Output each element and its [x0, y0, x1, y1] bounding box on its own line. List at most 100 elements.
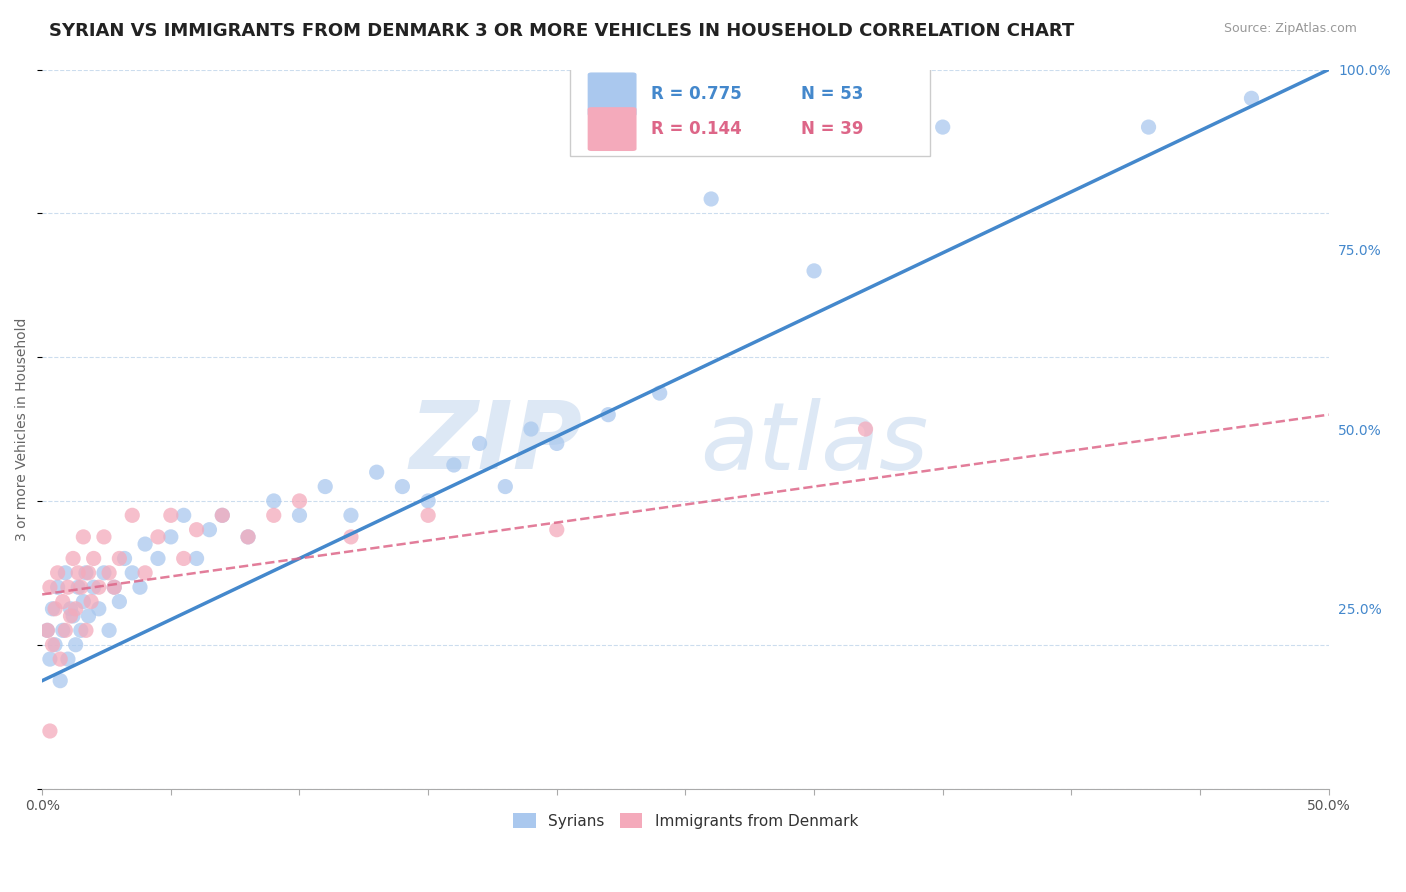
- Point: [129, 580, 152, 594]
- Point: [41, 601, 63, 615]
- Point: [211, 508, 233, 523]
- Point: [52, 624, 75, 638]
- Point: [69, 624, 91, 638]
- Point: [53, 566, 76, 580]
- Point: [236, 530, 259, 544]
- Point: [236, 530, 259, 544]
- Point: [121, 508, 143, 523]
- Text: SYRIAN VS IMMIGRANTS FROM DENMARK 3 OR MORE VEHICLES IN HOUSEHOLD CORRELATION CH: SYRIAN VS IMMIGRANTS FROM DENMARK 3 OR M…: [49, 22, 1074, 40]
- Text: ZIP: ZIP: [409, 398, 582, 490]
- Point: [520, 422, 543, 436]
- Point: [146, 530, 169, 544]
- Point: [39, 652, 62, 666]
- Point: [65, 601, 87, 615]
- Point: [93, 530, 115, 544]
- FancyBboxPatch shape: [569, 66, 929, 156]
- Point: [494, 479, 516, 493]
- Point: [72, 594, 94, 608]
- Point: [62, 551, 84, 566]
- Point: [648, 386, 671, 401]
- Point: [546, 523, 568, 537]
- Point: [37, 624, 59, 638]
- Point: [546, 436, 568, 450]
- Point: [53, 624, 76, 638]
- Point: [37, 624, 59, 638]
- Point: [44, 638, 66, 652]
- Point: [114, 551, 136, 566]
- Point: [598, 408, 620, 422]
- Point: [198, 523, 221, 537]
- Point: [418, 494, 440, 508]
- Point: [288, 494, 311, 508]
- Point: [186, 551, 208, 566]
- Point: [59, 601, 82, 615]
- Point: [75, 566, 97, 580]
- FancyBboxPatch shape: [588, 107, 637, 151]
- Point: [39, 580, 62, 594]
- Point: [72, 530, 94, 544]
- Point: [366, 465, 388, 479]
- Point: [103, 580, 125, 594]
- Point: [46, 566, 69, 580]
- Point: [263, 494, 285, 508]
- Point: [56, 652, 79, 666]
- Point: [211, 508, 233, 523]
- Point: [803, 264, 825, 278]
- Point: [134, 566, 156, 580]
- Point: [855, 422, 877, 436]
- Point: [67, 580, 90, 594]
- Point: [103, 580, 125, 594]
- Point: [1137, 120, 1160, 134]
- Point: [75, 624, 97, 638]
- Point: [87, 601, 110, 615]
- Point: [56, 580, 79, 594]
- Point: [49, 652, 72, 666]
- Point: [340, 530, 363, 544]
- Point: [77, 566, 100, 580]
- Point: [173, 508, 195, 523]
- Text: R = 0.144: R = 0.144: [651, 120, 741, 138]
- Point: [67, 566, 90, 580]
- Point: [87, 580, 110, 594]
- Point: [314, 479, 336, 493]
- Point: [46, 580, 69, 594]
- Point: [39, 724, 62, 739]
- Point: [83, 551, 105, 566]
- Point: [98, 624, 121, 638]
- Point: [98, 566, 121, 580]
- FancyBboxPatch shape: [588, 72, 637, 116]
- Point: [80, 594, 103, 608]
- Point: [59, 609, 82, 624]
- Point: [173, 551, 195, 566]
- Point: [52, 594, 75, 608]
- Point: [41, 638, 63, 652]
- Point: [340, 508, 363, 523]
- Point: [146, 551, 169, 566]
- Point: [62, 609, 84, 624]
- Point: [443, 458, 465, 472]
- Point: [1240, 91, 1263, 105]
- Point: [121, 566, 143, 580]
- Text: R = 0.775: R = 0.775: [651, 86, 741, 103]
- Point: [391, 479, 413, 493]
- Point: [93, 566, 115, 580]
- Point: [108, 551, 131, 566]
- Point: [160, 508, 183, 523]
- Point: [263, 508, 285, 523]
- Text: atlas: atlas: [700, 398, 928, 489]
- Point: [83, 580, 105, 594]
- Text: N = 39: N = 39: [801, 120, 863, 138]
- Point: [108, 594, 131, 608]
- Point: [700, 192, 723, 206]
- Text: N = 53: N = 53: [801, 86, 863, 103]
- Legend: Syrians, Immigrants from Denmark: Syrians, Immigrants from Denmark: [506, 806, 865, 835]
- Point: [65, 638, 87, 652]
- Point: [418, 508, 440, 523]
- Point: [44, 601, 66, 615]
- Y-axis label: 3 or more Vehicles in Household: 3 or more Vehicles in Household: [15, 318, 30, 541]
- Point: [288, 508, 311, 523]
- Point: [186, 523, 208, 537]
- Point: [69, 580, 91, 594]
- Text: Source: ZipAtlas.com: Source: ZipAtlas.com: [1223, 22, 1357, 36]
- Point: [160, 530, 183, 544]
